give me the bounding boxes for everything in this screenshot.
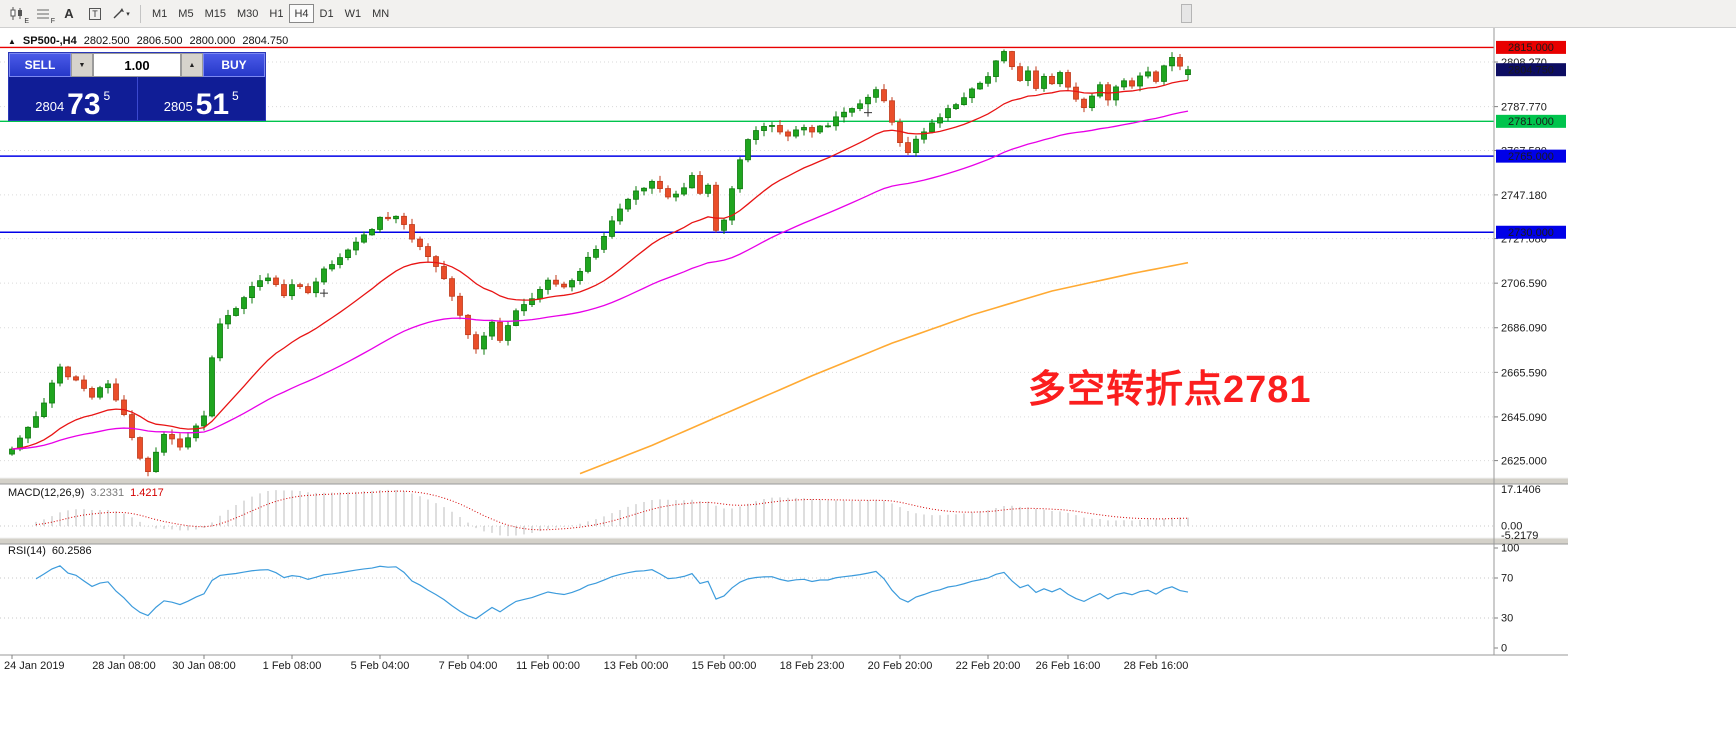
svg-text:13 Feb 00:00: 13 Feb 00:00 xyxy=(604,660,669,672)
macd-value-signal: 1.4217 xyxy=(130,487,164,499)
toolbar-icons: E F A T ▾ xyxy=(4,3,134,25)
svg-text:2706.590: 2706.590 xyxy=(1501,278,1547,290)
svg-text:20 Feb 20:00: 20 Feb 20:00 xyxy=(868,660,933,672)
charts-icon[interactable]: E xyxy=(4,3,30,25)
chart-area: 2808.2702787.7702767.5802747.1802727.080… xyxy=(0,28,1736,753)
profiles-icon[interactable]: F xyxy=(37,9,55,25)
svg-text:2625.000: 2625.000 xyxy=(1501,456,1547,468)
svg-text:18 Feb 23:00: 18 Feb 23:00 xyxy=(780,660,845,672)
svg-text:2787.770: 2787.770 xyxy=(1501,102,1547,114)
svg-text:11 Feb 00:00: 11 Feb 00:00 xyxy=(516,660,580,672)
svg-text:17.1406: 17.1406 xyxy=(1501,484,1541,496)
svg-text:2765.000: 2765.000 xyxy=(1508,151,1554,163)
sell-price-sup: 5 xyxy=(103,89,111,103)
svg-text:30: 30 xyxy=(1501,613,1513,625)
svg-text:2645.090: 2645.090 xyxy=(1501,412,1547,424)
svg-text:26 Feb 16:00: 26 Feb 16:00 xyxy=(1036,660,1101,672)
sell-button[interactable]: SELL xyxy=(9,53,71,77)
ohlc-high: 2806.500 xyxy=(136,35,183,47)
svg-text:5 Feb 04:00: 5 Feb 04:00 xyxy=(351,660,410,672)
timeframe-m15[interactable]: M15 xyxy=(200,4,231,23)
toolbar-end-divider xyxy=(1181,4,1192,23)
chart-canvas[interactable]: 2808.2702787.7702767.5802747.1802727.080… xyxy=(0,28,1736,753)
line-tool-icon[interactable]: ▾ xyxy=(108,3,134,25)
price-axis[interactable] xyxy=(1494,28,1568,655)
symbol-header: ▲ SP500-,H4 2802.500 2806.500 2800.000 2… xyxy=(8,35,288,47)
collapse-triangle-icon[interactable]: ▲ xyxy=(8,36,16,46)
timeframe-mn[interactable]: MN xyxy=(367,4,394,23)
rsi-label: RSI(14) 60.2586 xyxy=(8,545,92,557)
sell-price-big: 73 xyxy=(67,87,101,121)
ohlc-low: 2800.000 xyxy=(189,35,236,47)
one-click-trading-panel: SELL ▼ ▲ BUY 2804 73 5 2805 51 5 xyxy=(8,52,266,121)
svg-text:7 Feb 04:00: 7 Feb 04:00 xyxy=(439,660,498,672)
svg-text:24 Jan 2019: 24 Jan 2019 xyxy=(4,660,65,672)
time-axis[interactable] xyxy=(0,655,1494,679)
timeframe-m1[interactable]: M1 xyxy=(147,4,172,23)
text-tool-icon[interactable]: A xyxy=(64,6,74,21)
buy-price-stem: 2805 xyxy=(163,99,193,114)
rsi-value: 60.2586 xyxy=(51,545,92,557)
svg-text:28 Feb 16:00: 28 Feb 16:00 xyxy=(1124,660,1189,672)
volume-increase-button[interactable]: ▲ xyxy=(181,53,203,77)
timeframe-d1[interactable]: D1 xyxy=(315,4,339,23)
svg-text:22 Feb 20:00: 22 Feb 20:00 xyxy=(956,660,1021,672)
ohlc-open: 2802.500 xyxy=(83,35,130,47)
svg-text:1 Feb 08:00: 1 Feb 08:00 xyxy=(263,660,322,672)
toolbar-separator xyxy=(140,4,141,23)
timeframe-h4[interactable]: H4 xyxy=(289,4,314,23)
timeframe-group: M1 M5 M15 M30 H1 H4 D1 W1 MN xyxy=(147,4,395,23)
svg-text:-5.2179: -5.2179 xyxy=(1501,530,1538,542)
chart-annotation-text: 多空转折点2781 xyxy=(1028,369,1312,411)
volume-decrease-button[interactable]: ▼ xyxy=(71,53,93,77)
sell-price-stem: 2804 xyxy=(35,99,65,114)
buy-button[interactable]: BUY xyxy=(203,53,265,77)
sell-price[interactable]: 2804 73 5 xyxy=(9,77,138,120)
buy-price-sup: 5 xyxy=(232,89,239,103)
macd-label: MACD(12,26,9) 3.2331 1.4217 xyxy=(8,487,164,499)
svg-text:30 Jan 08:00: 30 Jan 08:00 xyxy=(172,660,236,672)
svg-text:2781.000: 2781.000 xyxy=(1508,116,1554,128)
timeframe-h1[interactable]: H1 xyxy=(264,4,288,23)
svg-text:2730.000: 2730.000 xyxy=(1508,227,1554,239)
macd-value-main: 3.2331 xyxy=(90,487,125,499)
svg-text:2747.180: 2747.180 xyxy=(1501,190,1547,202)
svg-text:0.00: 0.00 xyxy=(1501,521,1522,533)
ohlc-close: 2804.750 xyxy=(242,35,289,47)
svg-text:2665.590: 2665.590 xyxy=(1501,367,1547,379)
svg-text:70: 70 xyxy=(1501,573,1513,585)
volume-input[interactable] xyxy=(93,53,181,77)
timeframe-w1[interactable]: W1 xyxy=(340,4,367,23)
buy-price-big: 51 xyxy=(195,87,230,121)
svg-text:0: 0 xyxy=(1501,643,1507,655)
timeframe-m5[interactable]: M5 xyxy=(173,4,198,23)
svg-text:2804.750: 2804.750 xyxy=(1508,64,1554,76)
timeframe-m30[interactable]: M30 xyxy=(232,4,263,23)
svg-text:15 Feb 00:00: 15 Feb 00:00 xyxy=(692,660,757,672)
buy-price[interactable]: 2805 51 5 xyxy=(138,77,266,120)
label-tool-icon[interactable]: T xyxy=(82,3,108,25)
svg-text:2686.090: 2686.090 xyxy=(1501,323,1547,335)
svg-text:2815.000: 2815.000 xyxy=(1508,42,1554,54)
svg-text:100: 100 xyxy=(1501,543,1519,555)
svg-text:28 Jan 08:00: 28 Jan 08:00 xyxy=(92,660,156,672)
symbol-name: SP500-,H4 xyxy=(22,35,77,47)
toolbar: E F A T ▾ M1 M5 M15 M30 H1 H4 D1 W1 MN xyxy=(0,0,1736,28)
